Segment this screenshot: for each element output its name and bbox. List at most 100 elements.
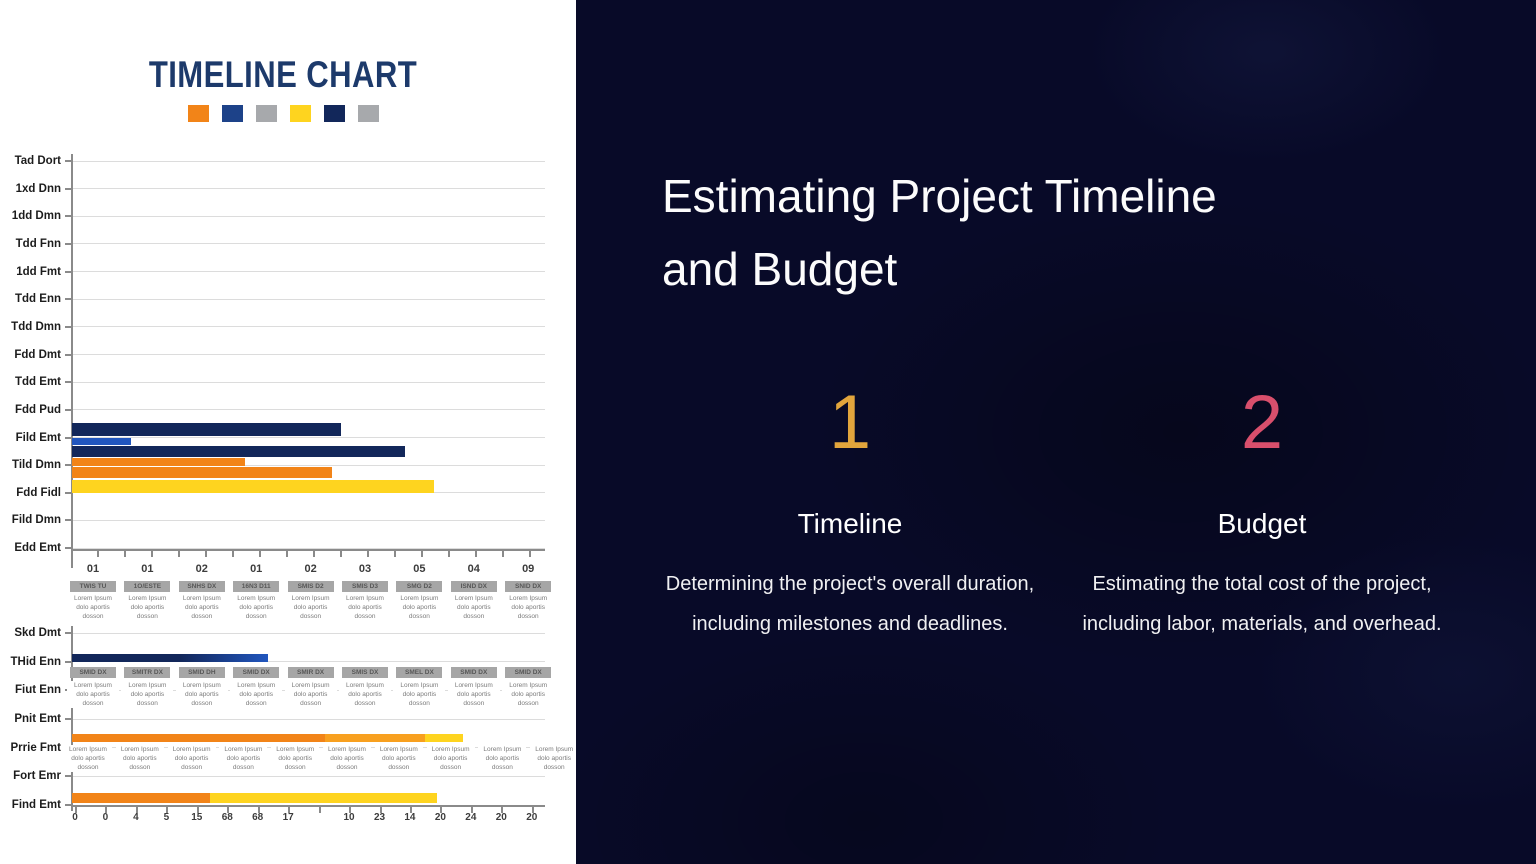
axis-number: 14 <box>404 812 416 823</box>
grid-line <box>72 243 545 245</box>
column-caption: Lorem Ipsum dolo aportis dosson <box>284 594 337 621</box>
column-badge: SNID DX <box>505 581 552 592</box>
row-label: Tdd Dmn <box>11 320 61 333</box>
x-axis-tick <box>257 807 260 813</box>
x-tick-label: 09 <box>522 563 535 575</box>
column-badge: SMID DX <box>233 667 280 678</box>
x-tick-label: 05 <box>413 563 426 575</box>
column-badge: SMIS D3 <box>342 581 388 592</box>
x-tick-label: 01 <box>86 563 100 575</box>
axis-number: 15 <box>191 812 203 823</box>
grid-line <box>72 775 545 777</box>
grid-line <box>72 188 545 190</box>
column-badge: SMID DX <box>505 667 552 678</box>
column-badge: SMG D2 <box>396 581 443 592</box>
column-badge: SMIR DX <box>287 667 334 678</box>
axis-number: 68 <box>221 812 233 823</box>
row-label: Tad Dort <box>14 155 61 167</box>
row-tick <box>65 160 71 162</box>
x-axis-tick <box>318 807 321 813</box>
x-axis-tick <box>286 551 288 557</box>
slide-title-line2: and Budget <box>662 243 898 295</box>
column-badge: TWIS TU <box>70 581 116 592</box>
grid-line <box>72 409 545 411</box>
column-badge: SMIS DX <box>342 667 388 678</box>
row-tick <box>65 491 71 494</box>
gantt-bar <box>72 480 434 493</box>
x-axis-tick <box>440 807 443 813</box>
x-axis-tick <box>178 551 180 557</box>
gantt-bar <box>72 467 332 478</box>
x-axis-tick <box>421 551 423 557</box>
row-tick <box>65 242 71 245</box>
chart-legend <box>0 105 566 122</box>
column-caption: Lorem Ipsum dolo aportis dosson <box>374 745 423 772</box>
column-caption: Lorem Ipsum dolo aportis dosson <box>426 745 475 772</box>
column-caption: Lorem Ipsum dolo aportis dosson <box>393 681 446 708</box>
item-label-budget: Budget <box>1217 508 1307 539</box>
y-axis-line <box>71 154 73 568</box>
x-axis-tick <box>135 807 138 813</box>
item-budget: 2 Budget Estimating the total cost of th… <box>1052 385 1472 644</box>
axis-number: 20 <box>526 812 538 823</box>
x-axis-tick <box>313 551 315 557</box>
grid-line <box>72 298 545 300</box>
item-description-timeline: Determining the project's overall durati… <box>665 573 1035 635</box>
grid-line <box>72 437 545 438</box>
row-tick <box>65 408 71 411</box>
column-caption: Lorem Ipsum dolo aportis dosson <box>167 745 216 772</box>
x-tick-label: 03 <box>358 563 372 575</box>
grid-line <box>72 718 545 720</box>
legend-square <box>357 105 379 122</box>
row-tick <box>65 325 71 328</box>
row-label: Fild Emt <box>15 431 61 444</box>
grid-line <box>72 215 545 217</box>
grid-line <box>72 547 545 549</box>
row-label: Pnit Emt <box>14 713 61 725</box>
gantt-bar <box>72 734 326 742</box>
content-panel: Estimating Project Timeline and Budget 1 … <box>576 0 1536 864</box>
x-axis-tick <box>409 807 412 813</box>
x-axis-tick <box>379 807 382 813</box>
x-axis-tick <box>105 807 108 813</box>
gantt-bar <box>72 446 405 457</box>
row-label: Find Emt <box>11 799 61 812</box>
column-badge: SMID DX <box>70 667 116 678</box>
x-axis-tick <box>529 551 531 557</box>
axis-number: 0 <box>72 812 78 823</box>
x-axis-tick <box>166 807 169 813</box>
column-caption: Lorem Ipsum dolo aportis dosson <box>530 745 579 772</box>
x-axis-line <box>72 549 545 551</box>
item-timeline: 1 Timeline Determining the project's ove… <box>640 385 1060 644</box>
x-axis-tick <box>232 551 234 557</box>
item-description-budget: Estimating the total cost of the project… <box>1082 573 1442 635</box>
row-tick <box>65 464 71 467</box>
column-caption: Lorem Ipsum dolo aportis dosson <box>64 745 112 772</box>
slide-title: Estimating Project Timeline and Budget <box>662 160 1422 306</box>
axis-number: 24 <box>465 812 477 823</box>
column-badge: 1O/ESTE <box>124 581 171 592</box>
x-tick-label: 04 <box>467 563 480 575</box>
gantt-bar <box>72 654 269 662</box>
grid-line <box>72 271 545 273</box>
axis-number: 17 <box>282 812 294 823</box>
x-tick-label: 01 <box>250 563 263 575</box>
x-axis-line <box>72 805 545 807</box>
x-axis-tick <box>288 807 291 813</box>
column-badge: SNHS DX <box>178 581 225 592</box>
row-tick <box>65 270 71 273</box>
column-caption: Lorem Ipsum dolo aportis dosson <box>67 594 119 621</box>
x-axis-tick <box>97 551 99 557</box>
grid-line <box>72 519 545 521</box>
axis-number: 68 <box>252 812 264 823</box>
row-label: Fort Emr <box>13 770 61 783</box>
x-axis-tick <box>470 807 473 813</box>
row-label: Fiut Enn <box>15 684 61 697</box>
row-tick <box>65 804 71 807</box>
column-caption: Lorem Ipsum dolo aportis dosson <box>219 745 268 772</box>
x-axis-tick <box>448 551 450 557</box>
axis-number: 5 <box>163 812 170 823</box>
column-caption: Lorem Ipsum dolo aportis dosson <box>502 681 555 708</box>
row-label: Fdd Fidl <box>16 486 61 499</box>
gantt-bar <box>72 438 131 445</box>
